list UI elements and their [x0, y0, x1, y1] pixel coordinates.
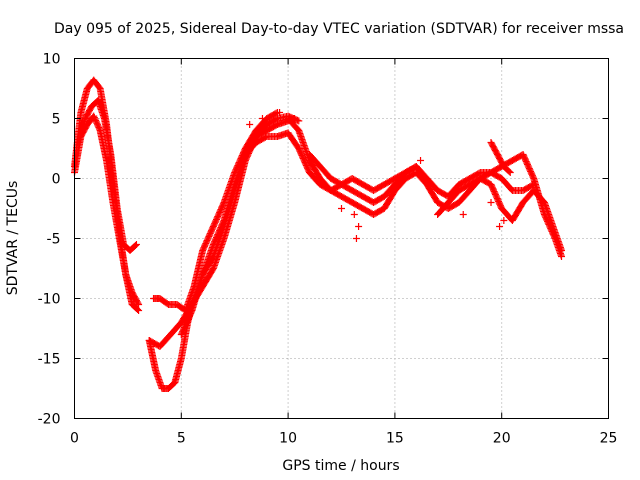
- y-axis-title: SDTVAR / TECUs: [5, 181, 21, 296]
- data-point: [500, 217, 508, 224]
- data-point: [276, 109, 284, 116]
- data-point: [487, 199, 495, 206]
- y-tick-label: 10: [43, 52, 61, 68]
- y-tick-label: -5: [47, 232, 61, 248]
- chart-title: Day 095 of 2025, Sidereal Day-to-day VTE…: [54, 21, 624, 37]
- data-point: [496, 223, 504, 230]
- data-point: [132, 241, 140, 248]
- data-point: [131, 242, 139, 249]
- x-axis-title: GPS time / hours: [282, 458, 399, 474]
- y-tick-label: 0: [52, 172, 61, 188]
- data-point: [135, 307, 143, 314]
- data-point: [558, 253, 566, 260]
- x-tick-label: 15: [386, 431, 404, 447]
- data-points: [71, 76, 566, 392]
- y-tick-label: 5: [52, 112, 61, 128]
- data-point: [506, 169, 514, 176]
- y-tick-label: -20: [38, 412, 61, 428]
- data-point: [258, 115, 266, 122]
- x-tick-label: 0: [70, 431, 79, 447]
- data-point: [355, 223, 363, 230]
- x-tick-label: 20: [493, 431, 511, 447]
- data-point: [246, 121, 254, 128]
- data-point: [338, 205, 345, 212]
- ticks: 0 5 10 15 20 25 -20 -15 -10 -5 0 5 10: [38, 52, 618, 447]
- data-point: [459, 211, 467, 218]
- x-tick-label: 5: [177, 431, 186, 447]
- data-point: [134, 299, 142, 307]
- data-point: [505, 168, 513, 175]
- data-point: [134, 306, 142, 313]
- x-tick-label: 10: [279, 431, 297, 447]
- data-point: [350, 211, 358, 218]
- data-point: [135, 301, 143, 308]
- data-point: [95, 125, 103, 133]
- data-point: [295, 117, 303, 125]
- x-tick-label: 25: [600, 431, 618, 447]
- y-tick-label: -15: [38, 352, 61, 368]
- y-tick-label: -10: [38, 292, 61, 308]
- data-point: [558, 247, 566, 254]
- data-point: [272, 109, 280, 117]
- data-point: [352, 235, 360, 242]
- data-point: [417, 157, 425, 164]
